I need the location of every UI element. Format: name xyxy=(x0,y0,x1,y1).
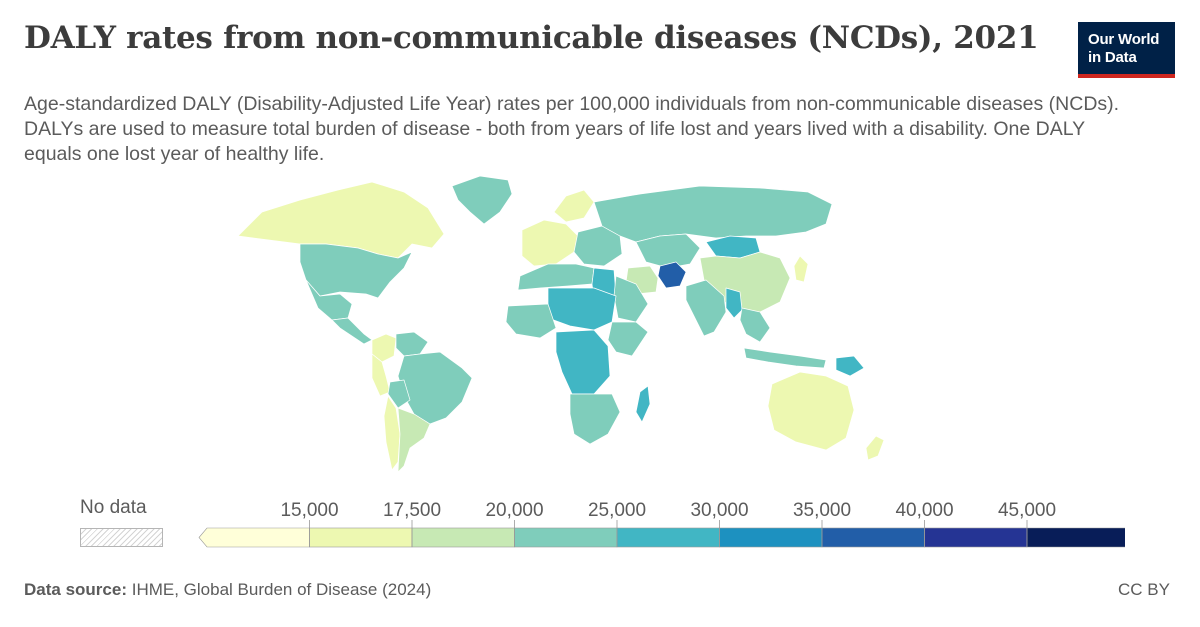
region-southeast-asia[interactable] xyxy=(739,307,771,343)
region-japan[interactable] xyxy=(793,255,809,283)
region-bolivia[interactable] xyxy=(387,379,411,409)
legend-bin[interactable] xyxy=(411,527,515,548)
region-western-europe[interactable] xyxy=(521,219,579,267)
logo-line-1: Our World xyxy=(1088,31,1160,48)
legend-tick-label: 25,000 xyxy=(588,500,646,521)
no-data-swatch xyxy=(80,528,163,547)
region-sahel[interactable] xyxy=(547,287,617,331)
data-source-text: IHME, Global Burden of Disease (2024) xyxy=(131,580,432,599)
region-myanmar[interactable] xyxy=(725,287,743,319)
region-north-africa[interactable] xyxy=(517,263,595,291)
region-india[interactable] xyxy=(685,279,727,337)
legend-bin[interactable] xyxy=(924,527,1028,548)
legend-bin[interactable] xyxy=(514,527,618,548)
chart-title: DALY rates from non-communicable disease… xyxy=(24,20,1039,56)
legend-tick-label: 20,000 xyxy=(485,500,543,521)
region-afghanistan[interactable] xyxy=(657,261,687,289)
region-mexico[interactable] xyxy=(305,279,353,321)
region-venezuela[interactable] xyxy=(395,331,429,357)
legend-tick-label: 30,000 xyxy=(690,500,748,521)
region-argentina[interactable] xyxy=(397,407,431,473)
region-madagascar[interactable] xyxy=(635,385,651,423)
data-source: Data source: IHME, Global Burden of Dise… xyxy=(24,580,431,600)
license[interactable]: CC BY xyxy=(1118,580,1170,599)
region-russia[interactable] xyxy=(593,185,833,243)
chart-subtitle: Age-standardized DALY (Disability-Adjust… xyxy=(24,93,1120,165)
legend-bin[interactable] xyxy=(719,527,823,548)
legend-tick-label: 40,000 xyxy=(895,500,953,521)
legend-bin[interactable] xyxy=(309,527,413,548)
region-central-africa[interactable] xyxy=(555,329,611,395)
no-data-label: No data xyxy=(80,497,147,518)
legend-tick-label: 15,000 xyxy=(280,500,338,521)
region-horn-of-africa[interactable] xyxy=(607,321,649,357)
region-southern-africa[interactable] xyxy=(569,393,621,445)
region-kazakhstan[interactable] xyxy=(635,233,701,269)
region-papua-new-guinea[interactable] xyxy=(835,355,865,377)
legend-tick-label: 45,000 xyxy=(998,500,1056,521)
world-map xyxy=(237,175,885,473)
legend-tick-label: 17,500 xyxy=(383,500,441,521)
color-legend: 15,000 17,500 20,000 25,000 30,000 35,000 40,0… xyxy=(198,500,1125,548)
legend-bin[interactable] xyxy=(616,527,720,548)
region-indonesia[interactable] xyxy=(743,347,827,369)
legend-bin[interactable] xyxy=(198,527,310,548)
region-central-america[interactable] xyxy=(331,317,373,345)
region-scandinavia[interactable] xyxy=(553,189,595,223)
owid-logo[interactable]: Our World in Data xyxy=(1078,22,1175,78)
legend-bin[interactable] xyxy=(821,527,925,548)
region-greenland[interactable] xyxy=(451,175,513,225)
region-australia[interactable] xyxy=(767,371,855,451)
legend-bin[interactable] xyxy=(1026,527,1125,548)
legend-tick-label: 35,000 xyxy=(793,500,851,521)
region-chile[interactable] xyxy=(383,395,401,471)
region-new-zealand[interactable] xyxy=(865,435,885,461)
region-west-africa[interactable] xyxy=(505,303,557,339)
data-source-label: Data source: xyxy=(24,580,127,599)
logo-line-2: in Data xyxy=(1088,49,1137,66)
